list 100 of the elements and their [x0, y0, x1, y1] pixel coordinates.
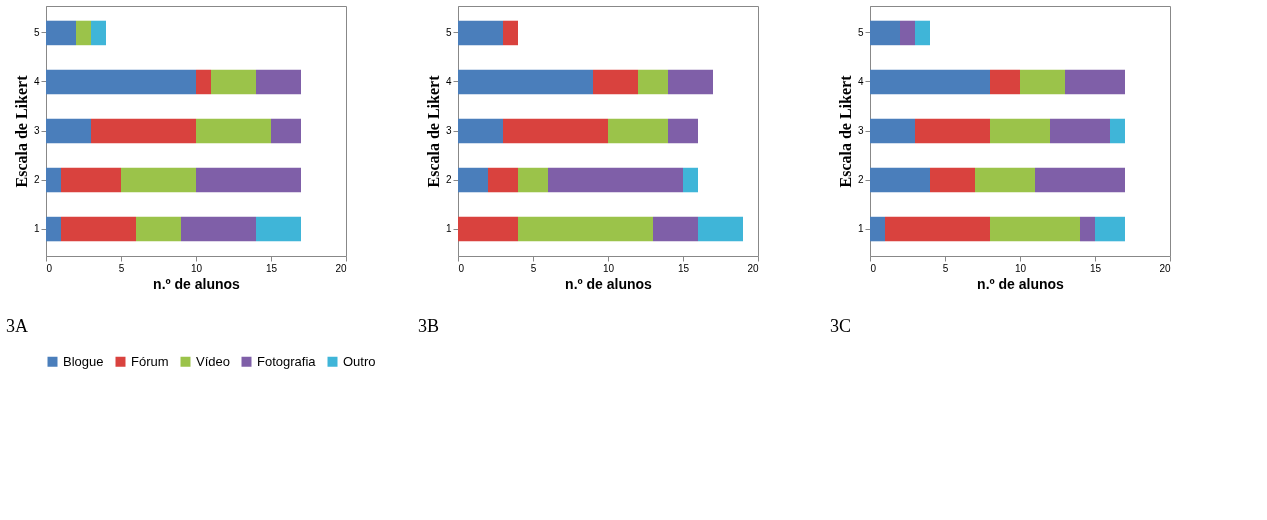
bar	[61, 167, 121, 193]
bar	[458, 167, 488, 193]
y-tick-label: 1	[33, 223, 40, 235]
legend-label: Vídeo	[196, 353, 230, 369]
x-tick-label: 15	[677, 262, 690, 274]
y-tick-label: 3	[33, 125, 40, 136]
x-tick-label: 15	[1089, 262, 1102, 274]
bar	[196, 118, 271, 144]
bar	[1095, 216, 1125, 242]
bar	[975, 167, 1035, 193]
bar	[885, 216, 990, 242]
bar	[503, 20, 518, 46]
bar	[46, 167, 61, 193]
x-axis-title: n.º de alunos	[153, 275, 241, 292]
bar	[668, 118, 698, 144]
legend-label: Outro	[343, 353, 376, 369]
y-tick-label: 3	[445, 125, 452, 136]
y-tick-label: 4	[445, 75, 452, 87]
legend-label: Blogue	[63, 353, 104, 369]
bar	[458, 20, 503, 46]
bar	[256, 69, 301, 95]
bar	[900, 20, 915, 46]
x-tick-label: 20	[1159, 262, 1171, 274]
bar	[930, 167, 975, 193]
bar	[121, 167, 196, 193]
bar	[61, 216, 136, 242]
y-tick-label: 2	[445, 174, 452, 186]
bar	[668, 69, 713, 95]
bar	[915, 20, 930, 46]
bar	[870, 118, 915, 144]
y-tick-label: 5	[33, 26, 40, 38]
x-tick-label: 10	[190, 262, 203, 274]
y-tick-label: 5	[857, 26, 864, 38]
bar	[271, 118, 301, 144]
bar	[990, 69, 1020, 95]
bar	[683, 167, 698, 193]
bar	[990, 216, 1080, 242]
bar	[698, 216, 743, 242]
x-tick-label: 0	[46, 262, 53, 274]
bar	[46, 69, 196, 95]
bar	[211, 69, 256, 95]
bar	[518, 167, 548, 193]
bar	[1110, 118, 1125, 144]
bar	[458, 69, 593, 95]
bar	[458, 216, 518, 242]
y-tick-label: 2	[33, 174, 40, 186]
bar	[503, 118, 608, 144]
y-axis-title: Escala de Likert	[424, 74, 442, 188]
bar	[870, 69, 990, 95]
bar	[458, 118, 503, 144]
y-tick-label: 3	[857, 125, 864, 136]
text: 3A	[6, 316, 28, 336]
bar	[915, 118, 990, 144]
y-tick-label: 1	[857, 223, 864, 235]
bar	[46, 216, 61, 242]
x-axis-title: n.º de alunos	[565, 275, 653, 292]
bar	[488, 167, 518, 193]
bar	[1035, 167, 1125, 193]
bar	[638, 69, 668, 95]
bar	[870, 20, 900, 46]
x-tick-label: 0	[458, 262, 465, 274]
bar	[518, 216, 653, 242]
x-tick-label: 20	[335, 262, 347, 274]
bar	[593, 69, 638, 95]
y-axis-title: Escala de Likert	[836, 74, 854, 188]
y-tick-label: 4	[857, 75, 864, 87]
x-tick-label: 5	[118, 262, 125, 274]
legend-label: Fotografia	[257, 353, 317, 369]
bar	[91, 118, 196, 144]
bar	[76, 20, 91, 46]
y-tick-label: 1	[445, 223, 452, 235]
x-tick-label: 10	[602, 262, 615, 274]
bar	[548, 167, 683, 193]
text: 3B	[418, 316, 440, 336]
y-axis-title: Escala de Likert	[12, 74, 30, 188]
y-tick-label: 5	[445, 26, 452, 38]
bar	[1080, 216, 1095, 242]
bar	[91, 20, 106, 46]
bar	[1065, 69, 1125, 95]
x-tick-label: 5	[942, 262, 949, 274]
x-tick-label: 15	[265, 262, 278, 274]
bar	[256, 216, 301, 242]
y-tick-label: 2	[857, 174, 864, 186]
x-tick-label: 20	[747, 262, 759, 274]
bar	[46, 118, 91, 144]
bar	[1050, 118, 1110, 144]
bar	[990, 118, 1050, 144]
bar	[870, 216, 885, 242]
x-tick-label: 0	[870, 262, 877, 274]
bar	[136, 216, 181, 242]
bar	[181, 216, 256, 242]
x-axis-title: n.º de alunos	[977, 275, 1065, 292]
bar	[1020, 69, 1065, 95]
bar	[196, 69, 211, 95]
x-tick-label: 5	[530, 262, 537, 274]
y-tick-label: 4	[33, 75, 40, 87]
legend-label: Fórum	[131, 353, 169, 369]
bar	[608, 118, 668, 144]
text: 3C	[830, 316, 852, 336]
bar	[196, 167, 301, 193]
